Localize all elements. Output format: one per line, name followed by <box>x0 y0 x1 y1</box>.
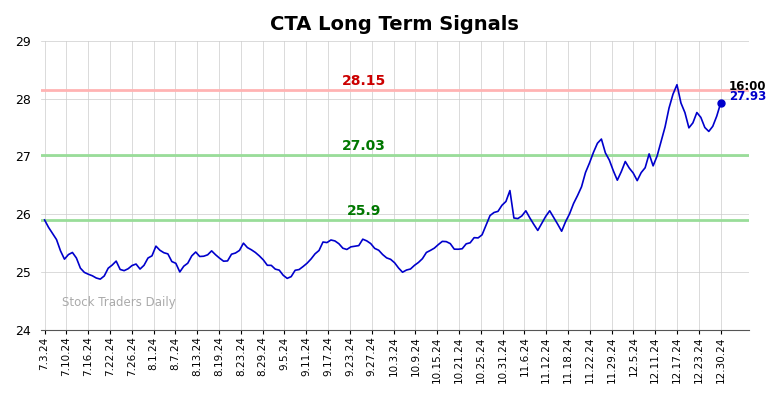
Text: 28.15: 28.15 <box>342 74 387 88</box>
Text: 25.9: 25.9 <box>347 204 382 218</box>
Text: Stock Traders Daily: Stock Traders Daily <box>62 297 176 309</box>
Text: 27.93: 27.93 <box>728 90 766 103</box>
Title: CTA Long Term Signals: CTA Long Term Signals <box>270 15 519 34</box>
Text: 27.03: 27.03 <box>343 139 387 152</box>
Text: 16:00: 16:00 <box>728 80 766 93</box>
